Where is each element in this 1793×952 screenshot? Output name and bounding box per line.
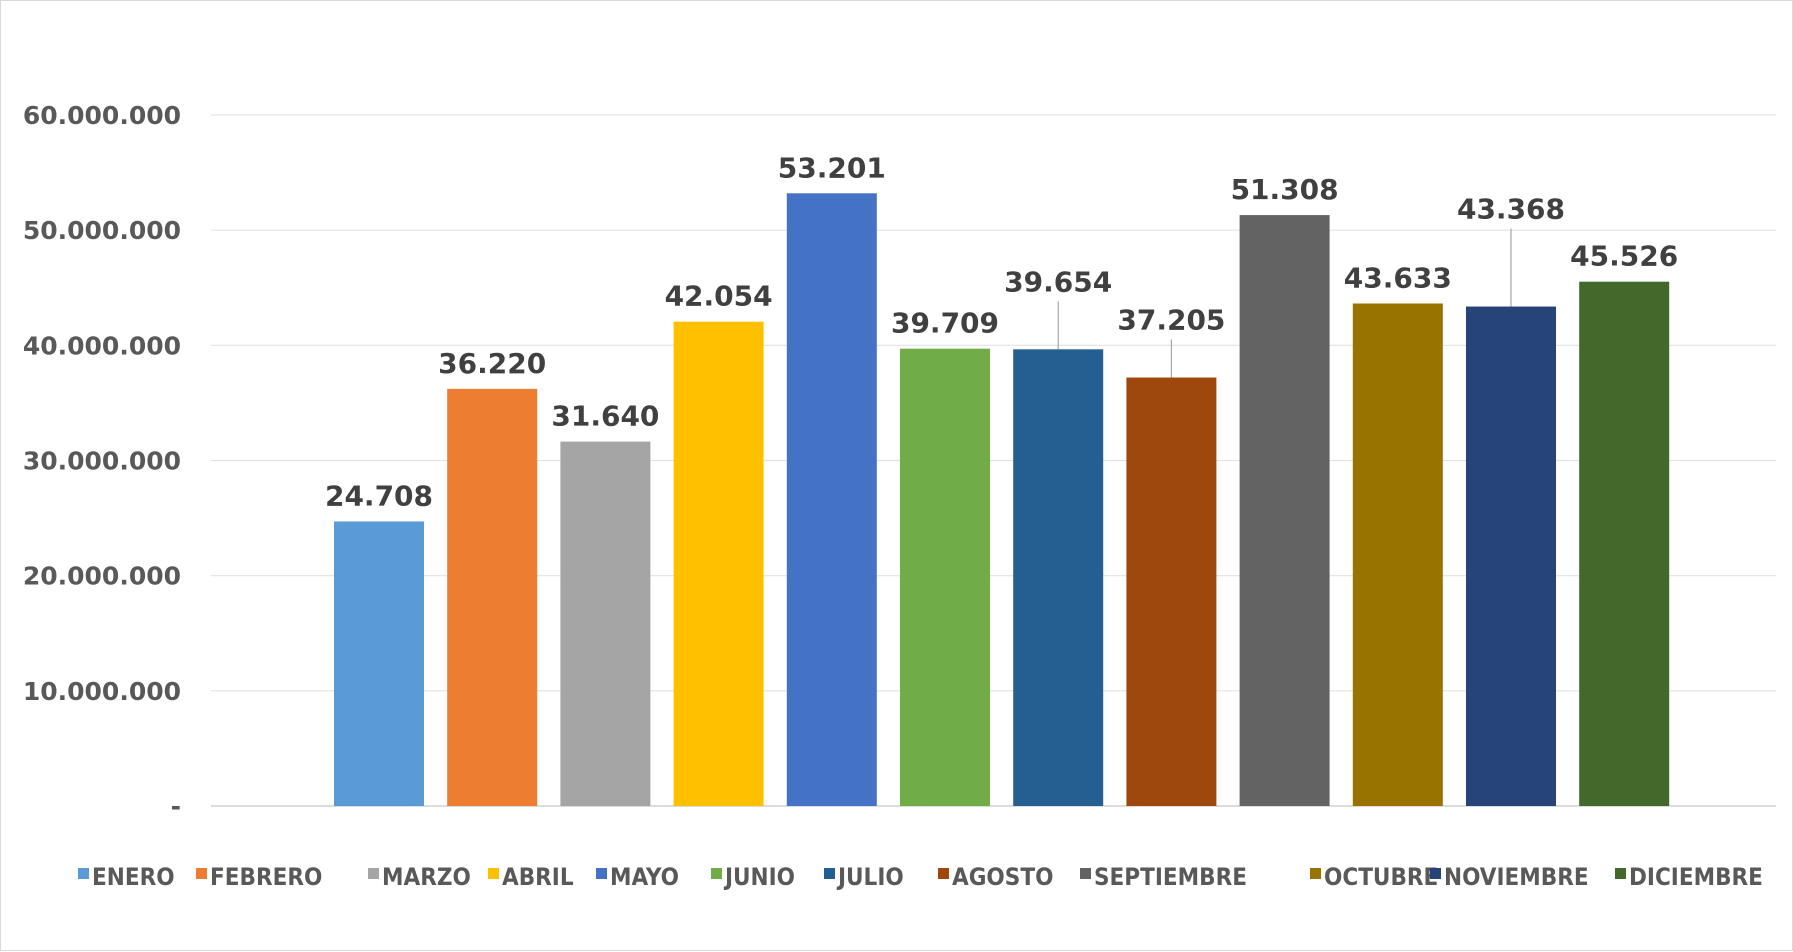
legend-swatch (1310, 868, 1321, 879)
bar-mayo (786, 193, 877, 806)
y-tick-label: - (171, 792, 181, 821)
data-label: 39.654 (1004, 265, 1112, 298)
data-label: 37.205 (1117, 304, 1225, 337)
legend-label: NOVIEMBRE (1444, 863, 1589, 891)
y-tick-label: 40.000.000 (23, 331, 181, 360)
legend-swatch (1430, 868, 1441, 879)
bar-abril (673, 321, 764, 806)
data-label: 53.201 (778, 151, 886, 184)
legend-swatch (78, 868, 89, 879)
legend-swatch (711, 868, 722, 879)
legend-label: AGOSTO (952, 863, 1053, 891)
bar-noviembre (1466, 306, 1556, 806)
legend-swatch (938, 868, 949, 879)
legend-swatch (596, 868, 607, 879)
legend-label: ENERO (92, 863, 175, 891)
legend-label: DICIEMBRE (1629, 863, 1763, 891)
y-tick-label: 10.000.000 (23, 677, 181, 706)
data-label: 43.368 (1457, 193, 1565, 226)
data-label: 36.220 (438, 347, 546, 380)
bar-junio (900, 348, 990, 806)
bar-septiembre (1239, 215, 1330, 807)
legend-label: OCTUBRE (1324, 863, 1438, 891)
data-label: 39.709 (891, 307, 999, 340)
legend-swatch (196, 868, 207, 879)
legend-swatch (1080, 868, 1091, 879)
y-tick-label: 20.000.000 (23, 562, 181, 591)
legend-label: SEPTIEMBRE (1094, 863, 1247, 891)
legend-label: ABRIL (502, 863, 574, 891)
y-tick-label: 30.000.000 (23, 447, 181, 476)
y-tick-label: 50.000.000 (23, 216, 181, 245)
y-tick-label: 60.000.000 (23, 101, 181, 130)
legend-label: FEBRERO (210, 863, 322, 891)
data-label: 51.308 (1231, 173, 1339, 206)
bar-diciembre (1579, 281, 1670, 806)
bars (334, 193, 1670, 807)
bar-julio (1013, 349, 1104, 806)
bar-febrero (447, 388, 538, 806)
data-label: 42.054 (665, 280, 773, 313)
legend-swatch (824, 868, 835, 879)
bar-marzo (560, 441, 651, 806)
legend-swatch (488, 868, 499, 879)
data-label: 24.708 (325, 479, 433, 512)
legend-label: JULIO (836, 863, 904, 891)
bar-enero (334, 521, 424, 806)
legend-label: MARZO (382, 863, 471, 891)
legend: ENERO FEBRERO MARZO ABRIL MAYO JUNIO JULIO AGOS… (78, 863, 1763, 891)
data-label: 45.526 (1570, 240, 1678, 273)
legend-swatch (368, 868, 379, 879)
data-label: 43.633 (1344, 261, 1452, 294)
legend-label: JUNIO (723, 863, 795, 891)
legend-swatch (1615, 868, 1626, 879)
bar-agosto (1126, 377, 1217, 806)
legend-label: MAYO (610, 863, 679, 891)
data-label: 31.640 (551, 400, 659, 433)
bar-octubre (1352, 303, 1443, 806)
y-axis-ticks: - 10.000.000 20.000.000 30.000.000 40.000.00… (23, 101, 181, 821)
